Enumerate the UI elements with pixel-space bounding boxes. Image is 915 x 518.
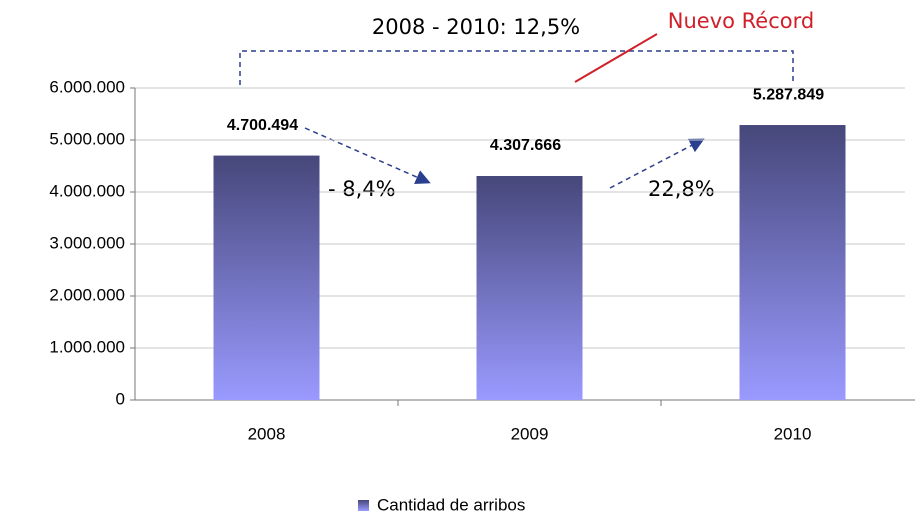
y-tick-label: 1.000.000	[49, 337, 125, 356]
bar	[739, 125, 846, 400]
y-tick-label: 5.000.000	[49, 129, 125, 148]
annotation: 2008 - 2010: 12,5%	[372, 15, 580, 39]
x-tick-label: 2010	[774, 424, 812, 443]
annotation: - 8,4%	[328, 177, 396, 201]
value-label: 4.307.666	[490, 137, 561, 154]
y-tick-label: 0	[116, 389, 125, 408]
annotation: 22,8%	[648, 177, 715, 201]
legend-swatch	[358, 500, 369, 511]
x-tick-label: 2009	[511, 424, 549, 443]
bracket	[239, 50, 794, 85]
x-tick-label: 2008	[248, 424, 286, 443]
value-label: 5.287.849	[753, 86, 824, 103]
value-label: 4.700.494	[227, 117, 298, 134]
callout-line	[574, 33, 658, 83]
y-tick-label: 4.000.000	[49, 181, 125, 200]
annotation: Nuevo Récord	[668, 9, 814, 33]
bar	[213, 155, 320, 400]
y-tick-label: 3.000.000	[49, 233, 125, 252]
legend-label: Cantidad de arribos	[377, 495, 525, 514]
y-tick-label: 6.000.000	[49, 77, 125, 96]
y-tick-label: 2.000.000	[49, 285, 125, 304]
bar	[476, 176, 583, 400]
arrow	[304, 127, 431, 185]
